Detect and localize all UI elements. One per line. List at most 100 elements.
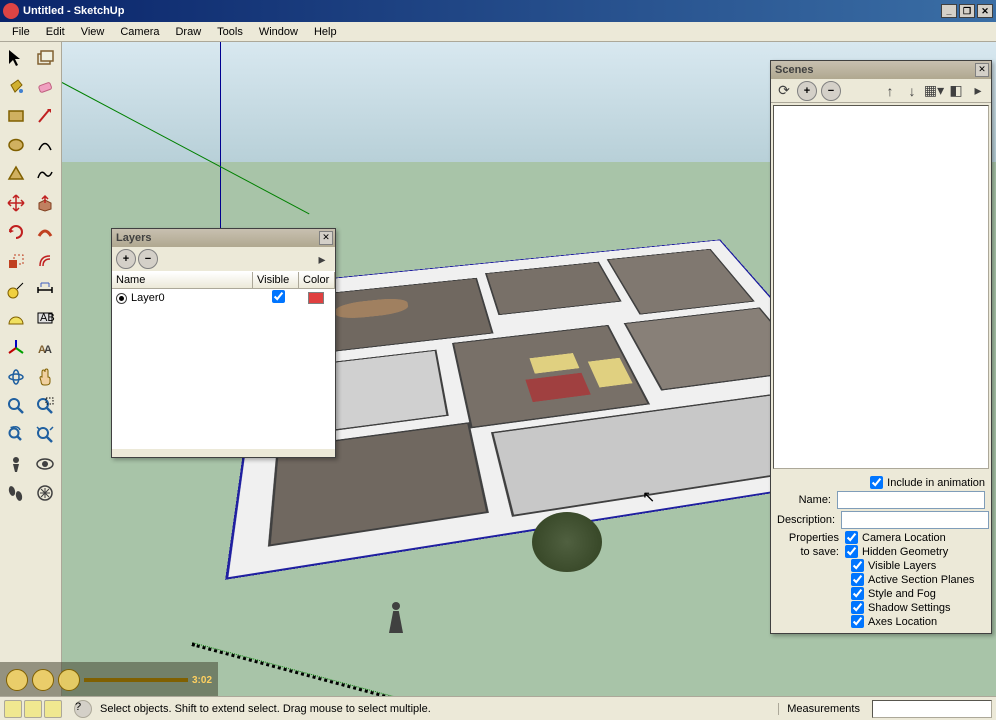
previous-tool[interactable] (2, 421, 29, 448)
3dtext-tool[interactable]: AA (31, 334, 58, 361)
scene-toggle-button[interactable]: ◧ (947, 82, 965, 100)
circle-tool[interactable] (2, 131, 29, 158)
add-scene-button[interactable]: + (797, 81, 817, 101)
scene-name-input[interactable] (837, 491, 985, 509)
select-tool[interactable] (2, 44, 29, 71)
scenes-list[interactable] (773, 105, 989, 469)
layers-menu-button[interactable]: ▸ (313, 250, 331, 268)
make-component-tool[interactable] (31, 44, 58, 71)
layers-list: Layer0 (112, 289, 335, 449)
section-plane-tool[interactable] (31, 479, 58, 506)
prop-section-label: Active Section Planes (868, 574, 974, 586)
menu-help[interactable]: Help (306, 24, 345, 40)
prop-layers-checkbox[interactable] (851, 559, 864, 572)
freehand-tool[interactable] (31, 160, 58, 187)
help-icon[interactable]: ? (74, 700, 92, 718)
layers-toolbar: + − ▸ (112, 247, 335, 271)
zoom-extents-tool[interactable] (31, 421, 58, 448)
close-button[interactable]: ✕ (977, 4, 993, 18)
prop-camera-label: Camera Location (862, 532, 946, 544)
layers-panel-close[interactable]: ✕ (319, 231, 333, 245)
video-pause-button[interactable] (32, 669, 54, 691)
scene-move-up-button[interactable]: ↑ (881, 82, 899, 100)
layers-col-name[interactable]: Name (112, 272, 253, 288)
polygon-tool[interactable] (2, 160, 29, 187)
position-camera-tool[interactable] (2, 450, 29, 477)
prop-style-checkbox[interactable] (851, 587, 864, 600)
prop-shadow-checkbox[interactable] (851, 601, 864, 614)
dimension-tool[interactable] (31, 276, 58, 303)
menu-view[interactable]: View (73, 24, 113, 40)
move-tool[interactable] (2, 189, 29, 216)
prop-hidden-label: Hidden Geometry (862, 546, 948, 558)
prop-hidden-checkbox[interactable] (845, 545, 858, 558)
scenes-panel-title[interactable]: Scenes (771, 61, 991, 79)
layers-col-visible[interactable]: Visible (253, 272, 299, 288)
add-layer-button[interactable]: + (116, 249, 136, 269)
scenes-panel-close[interactable]: ✕ (975, 63, 989, 77)
scene-desc-label: Description: (777, 514, 841, 526)
status-icon-3[interactable] (44, 700, 62, 718)
followme-tool[interactable] (31, 218, 58, 245)
axes-tool[interactable] (2, 334, 29, 361)
measurements-input[interactable] (872, 700, 992, 718)
remove-layer-button[interactable]: − (138, 249, 158, 269)
props-save-label-1: Properties (777, 532, 845, 544)
video-step-button[interactable] (58, 669, 80, 691)
layer-visible-cell (255, 290, 301, 306)
status-icon-1[interactable] (4, 700, 22, 718)
menu-tools[interactable]: Tools (209, 24, 251, 40)
offset-tool[interactable] (31, 247, 58, 274)
orbit-tool[interactable] (2, 363, 29, 390)
svg-text:A: A (44, 344, 52, 356)
window-controls: _ ❐ ✕ (941, 4, 993, 18)
menu-edit[interactable]: Edit (38, 24, 73, 40)
paint-bucket-tool[interactable] (2, 73, 29, 100)
include-animation-checkbox[interactable] (870, 476, 883, 489)
look-around-tool[interactable] (31, 450, 58, 477)
tape-measure-tool[interactable] (2, 276, 29, 303)
zoom-window-tool[interactable] (31, 392, 58, 419)
prop-axes-checkbox[interactable] (851, 615, 864, 628)
layer-row[interactable]: Layer0 (112, 289, 335, 307)
protractor-tool[interactable] (2, 305, 29, 332)
zoom-tool[interactable] (2, 392, 29, 419)
layers-col-color[interactable]: Color (299, 272, 335, 288)
scene-menu-button[interactable]: ▸ (969, 82, 987, 100)
text-tool[interactable]: ABC (31, 305, 58, 332)
scene-desc-input[interactable] (841, 511, 989, 529)
layer-color-swatch[interactable] (308, 292, 324, 304)
video-track[interactable] (84, 678, 188, 682)
remove-scene-button[interactable]: − (821, 81, 841, 101)
pushpull-tool[interactable] (31, 189, 58, 216)
menu-file[interactable]: File (4, 24, 38, 40)
walk-tool[interactable] (2, 479, 29, 506)
scale-tool[interactable] (2, 247, 29, 274)
eraser-tool[interactable] (31, 73, 58, 100)
layer-name[interactable]: Layer0 (131, 292, 255, 304)
prop-section-checkbox[interactable] (851, 573, 864, 586)
menu-window[interactable]: Window (251, 24, 306, 40)
arc-tool[interactable] (31, 131, 58, 158)
rectangle-tool[interactable] (2, 102, 29, 129)
status-icon-2[interactable] (24, 700, 42, 718)
statusbar: ? Select objects. Shift to extend select… (0, 696, 996, 720)
layers-panel[interactable]: Layers ✕ + − ▸ Name Visible Color Layer0 (111, 228, 336, 458)
scene-view-button[interactable]: ▦▾ (925, 82, 943, 100)
scenes-panel[interactable]: Scenes ✕ ⟳ + − ↑ ↓ ▦▾ ◧ ▸ Include in ani… (770, 60, 992, 634)
status-icons (4, 700, 62, 718)
menu-camera[interactable]: Camera (112, 24, 167, 40)
layers-panel-title[interactable]: Layers (112, 229, 335, 247)
prop-camera-checkbox[interactable] (845, 531, 858, 544)
video-play-button[interactable] (6, 669, 28, 691)
scene-move-down-button[interactable]: ↓ (903, 82, 921, 100)
rotate-tool[interactable] (2, 218, 29, 245)
menu-draw[interactable]: Draw (167, 24, 209, 40)
maximize-button[interactable]: ❐ (959, 4, 975, 18)
update-scene-button[interactable]: ⟳ (775, 82, 793, 100)
minimize-button[interactable]: _ (941, 4, 957, 18)
layer-active-radio[interactable] (116, 293, 127, 304)
pan-tool[interactable] (31, 363, 58, 390)
line-tool[interactable] (31, 102, 58, 129)
layer-visible-checkbox[interactable] (272, 290, 285, 303)
